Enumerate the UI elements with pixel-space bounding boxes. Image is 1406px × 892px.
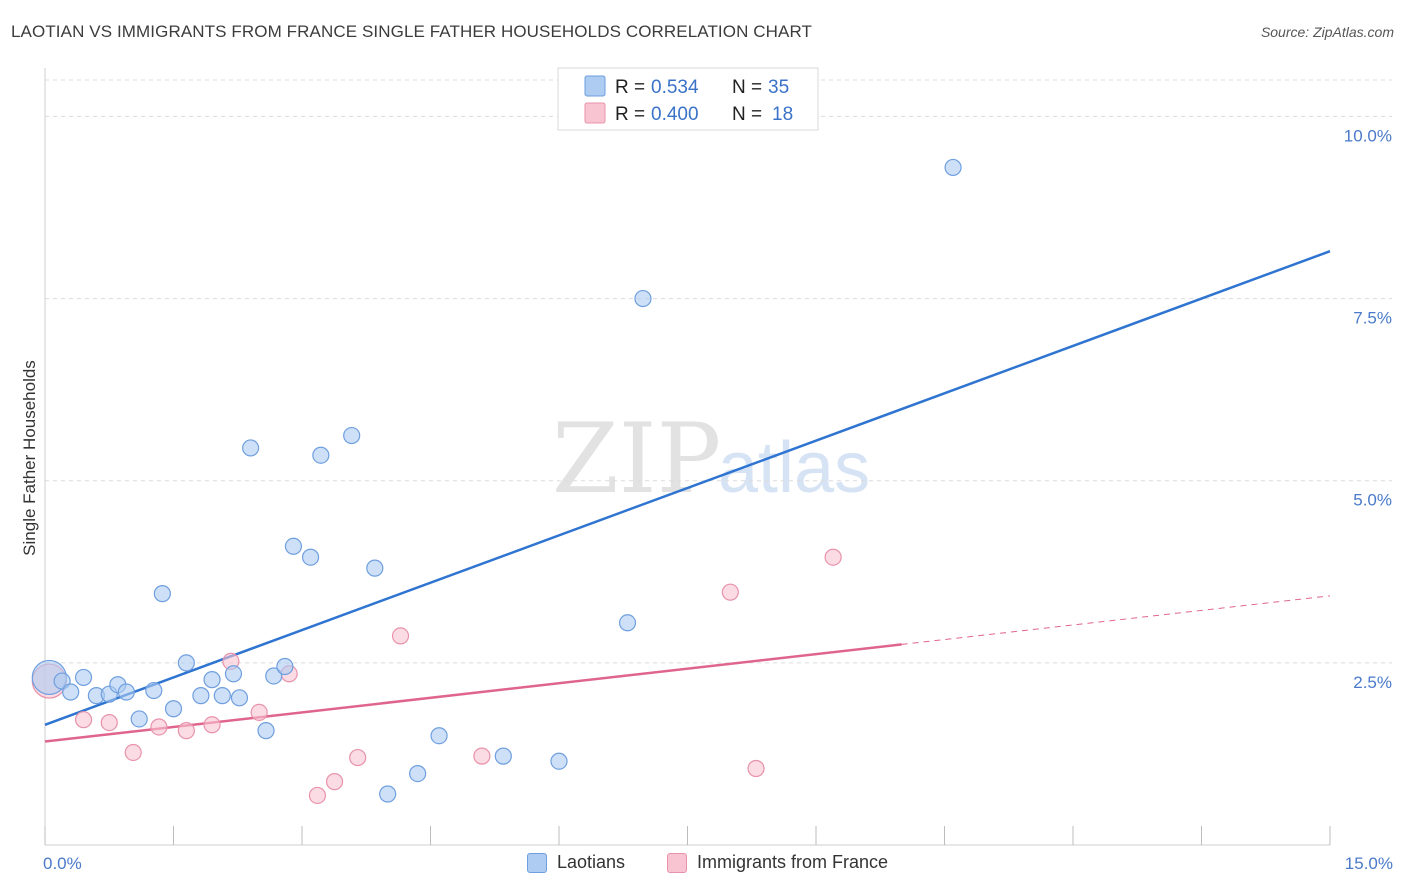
source-label: Source: ZipAtlas.com bbox=[1260, 24, 1394, 40]
france-point-13 bbox=[391, 627, 410, 645]
laotians-point-31 bbox=[550, 752, 568, 770]
laotians-point-21 bbox=[276, 657, 294, 676]
france-point-1 bbox=[74, 711, 93, 729]
trend-line-0 bbox=[44, 250, 1331, 726]
laotians-point-9 bbox=[145, 681, 163, 700]
watermark-zip: ZIP bbox=[552, 403, 721, 515]
france-point-8 bbox=[250, 703, 268, 722]
y-tick-label-1: 5.0% bbox=[1353, 491, 1392, 510]
legend-r-value-2: 0.400 bbox=[651, 104, 699, 125]
france-point-11 bbox=[325, 773, 344, 791]
y-tick-label-3: 10.0% bbox=[1344, 126, 1392, 145]
legend-n-value-2: 18 bbox=[772, 104, 793, 125]
laotians-point-28 bbox=[409, 764, 427, 783]
france-point-10 bbox=[308, 786, 327, 805]
france-point-17 bbox=[824, 548, 842, 566]
y-axis-label: Single Father Households bbox=[20, 360, 39, 556]
legend-swatch-france bbox=[584, 102, 606, 124]
laotians-point-7 bbox=[117, 683, 135, 701]
laotians-point-30 bbox=[494, 747, 512, 765]
legend-r-label-1: R = bbox=[615, 77, 645, 98]
y-tick-label-0: 2.5% bbox=[1353, 673, 1392, 692]
data-points bbox=[31, 158, 962, 805]
france-point-6 bbox=[203, 716, 221, 734]
laotians-point-34 bbox=[944, 158, 962, 177]
laotians-point-18 bbox=[242, 439, 260, 457]
x-tick-label-1: 15.0% bbox=[1345, 854, 1393, 873]
tick-labels: 2.5% 5.0% 7.5% 10.0% 0.0% 15.0% bbox=[43, 126, 1393, 873]
series-swatch-laotians bbox=[527, 852, 547, 873]
series-legend: Laotians Immigrants from France bbox=[0, 852, 1406, 878]
laotians-point-11 bbox=[164, 700, 183, 718]
series-legend-france: Immigrants from France bbox=[667, 852, 888, 873]
trend-line-1 bbox=[44, 643, 902, 743]
laotians-point-8 bbox=[130, 710, 148, 728]
laotians-point-32 bbox=[618, 614, 637, 632]
france-point-16 bbox=[747, 759, 765, 778]
laotians-point-19 bbox=[257, 722, 275, 740]
laotians-point-25 bbox=[343, 426, 361, 445]
stats-legend: R = 0.534 N = 35 R = 0.400 N = 18 bbox=[557, 67, 819, 131]
laotians-point-24 bbox=[312, 446, 330, 464]
legend-n-value-1: 35 bbox=[768, 77, 789, 98]
series-legend-laotians: Laotians bbox=[527, 852, 625, 873]
series-label-laotians: Laotians bbox=[557, 852, 626, 872]
laotians-point-27 bbox=[379, 785, 397, 803]
laotians-point-20 bbox=[265, 667, 283, 685]
laotians-point-10 bbox=[153, 585, 171, 603]
legend-r-value-1: 0.534 bbox=[651, 77, 699, 98]
legend-swatch-laotians bbox=[584, 75, 606, 97]
laotians-point-17 bbox=[230, 689, 249, 707]
chart-title: LAOTIAN VS IMMIGRANTS FROM FRANCE SINGLE… bbox=[11, 22, 813, 41]
legend-n-label-1: N = bbox=[732, 77, 762, 98]
gridlines bbox=[45, 79, 1392, 664]
laotians-point-2 bbox=[62, 683, 80, 701]
france-point-4 bbox=[150, 718, 168, 736]
y-tick-label-2: 7.5% bbox=[1353, 309, 1392, 328]
laotians-point-3 bbox=[74, 668, 93, 687]
laotians-point-26 bbox=[366, 559, 384, 577]
laotians-point-23 bbox=[301, 548, 320, 566]
france-point-12 bbox=[349, 748, 367, 767]
laotians-point-33 bbox=[634, 289, 652, 308]
france-point-2 bbox=[100, 713, 118, 732]
series-swatch-france bbox=[667, 852, 687, 873]
legend-n-label-2: N = bbox=[732, 104, 762, 125]
laotians-point-29 bbox=[430, 727, 448, 745]
laotians-point-14 bbox=[203, 671, 221, 689]
france-point-5 bbox=[177, 722, 195, 740]
laotians-point-22 bbox=[284, 537, 303, 555]
laotians-point-16 bbox=[224, 665, 243, 683]
laotians-point-13 bbox=[192, 687, 210, 705]
france-point-3 bbox=[124, 743, 142, 762]
laotians-point-12 bbox=[177, 654, 195, 672]
axes bbox=[44, 68, 1331, 846]
x-tick-label-0: 0.0% bbox=[43, 854, 82, 873]
legend-r-label-2: R = bbox=[615, 104, 645, 125]
france-point-15 bbox=[721, 583, 739, 601]
france-point-14 bbox=[473, 747, 491, 765]
series-label-france: Immigrants from France bbox=[697, 852, 889, 872]
trend-line-dashed-1 bbox=[901, 595, 1331, 645]
laotians-point-15 bbox=[213, 687, 231, 705]
